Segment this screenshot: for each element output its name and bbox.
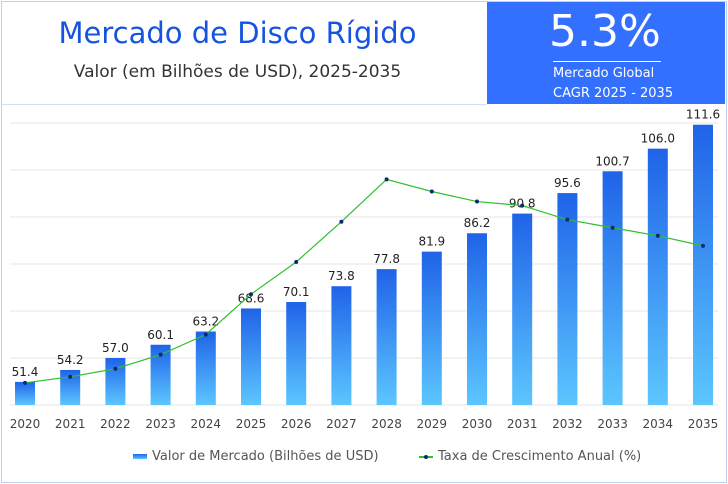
growth-line <box>24 178 704 384</box>
bar <box>421 251 442 405</box>
data-label: 77.8 <box>373 252 400 266</box>
data-label: 54.2 <box>57 353 84 367</box>
kpi-box: 5.3% Mercado Global CAGR 2025 - 2035 <box>487 2 725 104</box>
growth-point <box>249 292 253 297</box>
chart-subtitle: Valor (em Bilhões de USD), 2025-2035 <box>73 62 402 82</box>
x-tick-label: 2031 <box>507 417 538 431</box>
x-tick-label: 2021 <box>55 417 86 431</box>
legend-label: Valor de Mercado (Bilhões de USD) <box>152 449 379 464</box>
data-label: 70.1 <box>283 285 310 299</box>
bar <box>195 331 216 405</box>
bar <box>15 381 35 405</box>
growth-point <box>294 259 299 264</box>
chart-title: Mercado de Disco Rígido <box>58 16 417 50</box>
data-label: 68.6 <box>238 291 265 305</box>
data-label: 63.2 <box>192 315 219 329</box>
x-tick-label: 2023 <box>145 417 176 431</box>
data-label: 106.0 <box>641 132 675 146</box>
x-tick-label: 2029 <box>417 417 448 431</box>
growth-point <box>113 366 118 371</box>
bar <box>512 213 533 405</box>
bar <box>286 302 307 405</box>
bar <box>105 358 126 405</box>
growth-point <box>23 380 27 385</box>
legend-line-swatch-icon <box>419 454 433 459</box>
x-tick-label: 2028 <box>371 417 402 431</box>
x-tick-label: 2030 <box>462 417 493 431</box>
kpi-label: Mercado Global <box>553 66 655 81</box>
x-tick-label: 2027 <box>326 417 357 431</box>
bar <box>647 148 668 406</box>
x-tick-label: 2020 <box>10 417 41 431</box>
bar <box>602 171 623 405</box>
legend-label: Taxa de Crescimento Anual (%) <box>438 449 642 464</box>
data-label: 60.1 <box>147 328 174 342</box>
growth-point <box>429 189 434 194</box>
x-tick-label: 2033 <box>597 417 628 431</box>
bar <box>467 233 487 405</box>
growth-point <box>339 219 344 224</box>
x-tick-label: 2032 <box>552 417 583 431</box>
legend-item-line[interactable]: Taxa de Crescimento Anual (%) <box>419 449 641 464</box>
x-tick-label: 2035 <box>688 417 719 431</box>
kpi-value: 5.3% <box>549 6 661 57</box>
kpi-divider <box>553 61 661 62</box>
growth-point <box>565 217 570 222</box>
data-label: 111.6 <box>686 108 720 122</box>
data-label: 81.9 <box>418 235 445 249</box>
data-label: 95.6 <box>554 176 581 190</box>
bar <box>60 369 81 405</box>
x-tick-label: 2022 <box>100 417 131 431</box>
growth-point <box>203 332 208 337</box>
data-label: 86.2 <box>464 216 491 230</box>
bar <box>376 269 397 405</box>
growth-point <box>701 243 705 248</box>
x-tick-label: 2034 <box>643 417 674 431</box>
bar <box>150 344 171 405</box>
data-label: 51.4 <box>12 365 39 379</box>
bar <box>557 193 578 405</box>
growth-point <box>475 199 479 204</box>
growth-point <box>68 374 73 379</box>
data-label: 100.7 <box>595 154 629 168</box>
kpi-sublabel: CAGR 2025 - 2035 <box>553 86 674 101</box>
growth-point <box>520 203 525 208</box>
bar <box>693 124 713 405</box>
growth-point <box>158 352 163 357</box>
legend-bar-swatch-icon <box>133 454 147 459</box>
growth-point <box>384 177 389 182</box>
data-label: 57.0 <box>102 341 129 355</box>
x-tick-label: 2026 <box>281 417 312 431</box>
growth-point <box>655 233 660 238</box>
growth-point <box>610 225 615 230</box>
x-tick-label: 2024 <box>191 417 222 431</box>
x-tick-label: 2025 <box>236 417 267 431</box>
data-label: 73.8 <box>328 269 355 283</box>
header-divider <box>2 104 487 105</box>
legend-item-bars[interactable]: Valor de Mercado (Bilhões de USD) <box>133 449 379 464</box>
bar <box>331 286 352 405</box>
bar <box>241 308 261 405</box>
